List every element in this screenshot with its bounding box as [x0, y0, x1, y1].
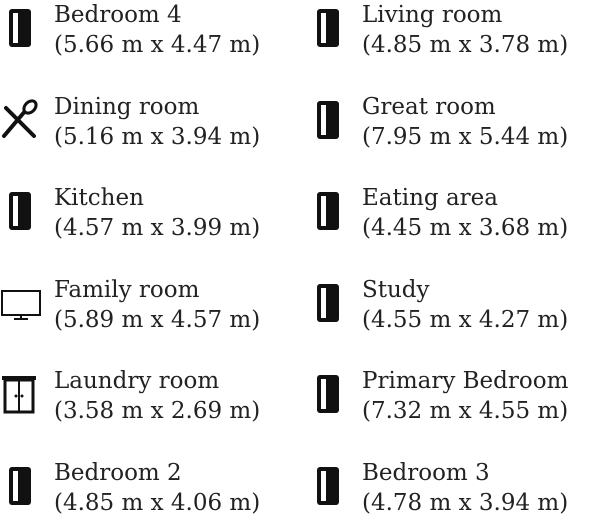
room-name: Great room — [362, 93, 496, 120]
room-item: Eating area (4.45 m x 3.68 m) — [308, 183, 590, 263]
room-size: (5.16 m x 3.94 m) — [54, 123, 261, 150]
door-icon — [9, 466, 31, 505]
room-item: Bedroom 2 (4.85 m x 4.06 m) — [0, 458, 300, 523]
room-size: (4.57 m x 3.99 m) — [54, 215, 261, 241]
room-name: Living room — [362, 2, 503, 28]
room-name: Primary Bedroom — [362, 368, 569, 394]
room-name: Eating area — [362, 185, 498, 211]
room-name: Dining room — [54, 93, 200, 120]
room-item: Laundry room (3.58 m x 2.69 m) — [0, 366, 300, 446]
tv-icon — [1, 289, 41, 320]
room-name: Kitchen — [54, 185, 144, 211]
room-text: Eating area (4.45 m x 3.68 m) — [362, 183, 568, 243]
room-name: Bedroom 3 — [362, 459, 490, 486]
room-name: Study — [362, 276, 430, 303]
room-text: Bedroom 3 (4.78 m x 3.94 m) — [362, 458, 568, 518]
door-icon — [317, 9, 339, 47]
room-size: (7.95 m x 5.44 m) — [362, 123, 569, 150]
room-item: Primary Bedroom (7.32 m x 4.55 m) — [308, 366, 590, 446]
room-size: (4.85 m x 3.78 m) — [362, 32, 569, 58]
room-item: Family room (5.89 m x 4.57 m) — [0, 275, 300, 355]
room-size: (4.85 m x 4.06 m) — [54, 489, 261, 516]
room-size: (5.66 m x 4.47 m) — [54, 32, 261, 58]
room-text: Bedroom 2 (4.85 m x 4.06 m) — [54, 458, 260, 518]
room-size: (7.32 m x 4.55 m) — [362, 398, 569, 424]
room-item: Bedroom 4 (5.66 m x 4.47 m) — [0, 0, 300, 80]
room-item: Kitchen (4.57 m x 3.99 m) — [0, 183, 300, 263]
cabinet-icon — [2, 376, 36, 414]
room-name: Family room — [54, 276, 200, 303]
door-icon — [317, 192, 339, 230]
room-text: Dining room (5.16 m x 3.94 m) — [54, 92, 260, 152]
room-item: Bedroom 3 (4.78 m x 3.94 m) — [308, 458, 590, 523]
dining-icon — [2, 98, 38, 138]
room-text: Primary Bedroom (7.32 m x 4.55 m) — [362, 366, 568, 426]
room-name: Bedroom 2 — [54, 459, 182, 486]
room-text: Laundry room (3.58 m x 2.69 m) — [54, 366, 260, 426]
room-size: (4.55 m x 4.27 m) — [362, 306, 569, 333]
room-text: Study (4.55 m x 4.27 m) — [362, 275, 568, 335]
room-size: (5.89 m x 4.57 m) — [54, 306, 261, 333]
room-item: Study (4.55 m x 4.27 m) — [308, 275, 590, 355]
room-text: Living room (4.85 m x 3.78 m) — [362, 0, 568, 60]
room-text: Bedroom 4 (5.66 m x 4.47 m) — [54, 0, 260, 60]
room-text: Family room (5.89 m x 4.57 m) — [54, 275, 260, 335]
door-icon — [317, 375, 339, 413]
room-name: Laundry room — [54, 368, 220, 394]
room-size: (4.45 m x 3.68 m) — [362, 215, 569, 241]
door-icon — [317, 283, 339, 322]
room-name: Bedroom 4 — [54, 2, 182, 28]
room-size: (4.78 m x 3.94 m) — [362, 489, 569, 516]
door-icon — [9, 9, 31, 47]
door-icon — [317, 466, 339, 505]
door-icon — [317, 100, 339, 139]
room-item: Living room (4.85 m x 3.78 m) — [308, 0, 590, 80]
room-item: Dining room (5.16 m x 3.94 m) — [0, 92, 300, 172]
room-size: (3.58 m x 2.69 m) — [54, 398, 261, 424]
room-text: Great room (7.95 m x 5.44 m) — [362, 92, 568, 152]
room-text: Kitchen (4.57 m x 3.99 m) — [54, 183, 260, 243]
door-icon — [9, 192, 31, 230]
room-item: Great room (7.95 m x 5.44 m) — [308, 92, 590, 172]
